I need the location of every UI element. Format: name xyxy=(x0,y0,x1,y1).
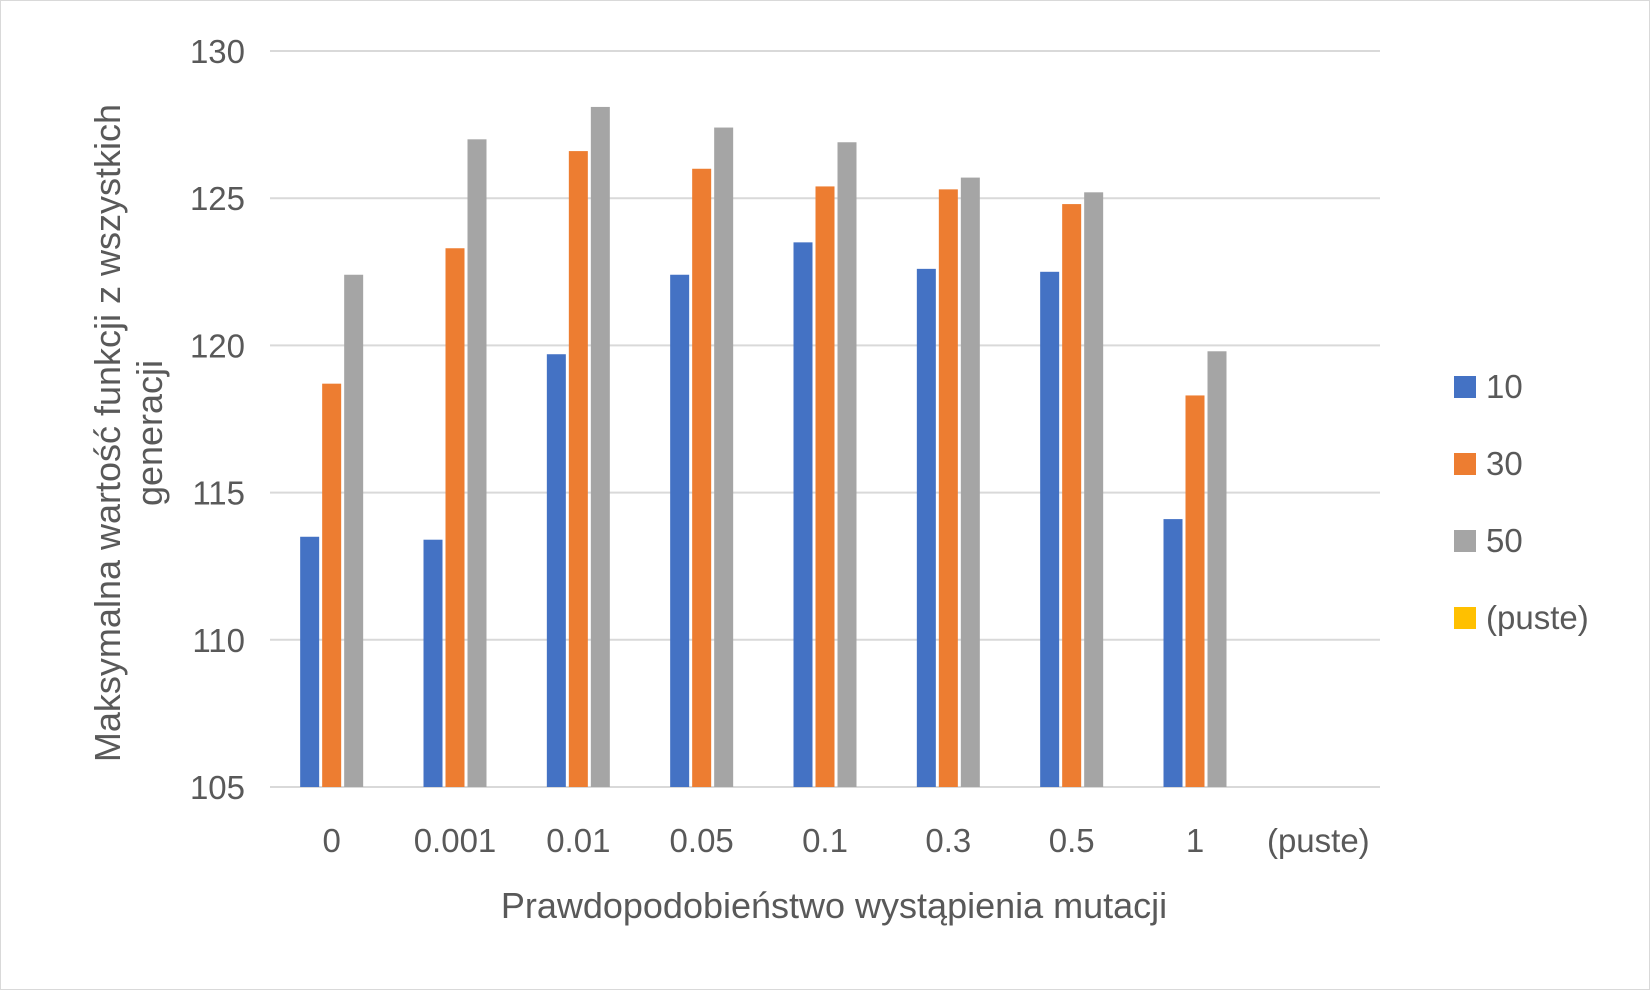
bars xyxy=(300,106,1227,788)
bar-series-10-0.05 xyxy=(670,274,690,787)
legend-label: (puste) xyxy=(1486,599,1589,636)
bar-series-30-0.05 xyxy=(692,168,712,787)
bar-series-30-0.01 xyxy=(568,151,588,787)
bar-series-10-0.1 xyxy=(793,242,813,788)
x-tick-label: 1 xyxy=(1186,822,1204,859)
y-tick-label: 105 xyxy=(190,769,245,806)
bar-series-10-0.01 xyxy=(546,354,566,787)
bar-series-30-0.001 xyxy=(445,248,465,788)
bar-series-50-0.05 xyxy=(714,127,734,787)
legend-label: 30 xyxy=(1486,445,1523,482)
x-axis-ticks: 0 0.001 0.01 0.05 0.1 0.3 0.5 1 (puste) xyxy=(322,822,1369,859)
y-axis-title-group: Maksymalna wartość funkcji z wszystkich … xyxy=(87,104,170,762)
legend-swatch-(puste) xyxy=(1454,607,1476,629)
bar-series-30-0.3 xyxy=(938,189,958,788)
bar-series-50-0.3 xyxy=(960,177,980,788)
bar-series-50-0.1 xyxy=(837,142,857,788)
x-tick-label: (puste) xyxy=(1267,822,1370,859)
bar-series-30-1 xyxy=(1185,395,1205,787)
legend-swatch-30 xyxy=(1454,453,1476,475)
y-tick-label: 115 xyxy=(192,475,245,512)
y-tick-label: 110 xyxy=(192,622,245,659)
y-tick-label: 125 xyxy=(190,180,245,217)
bar-series-10-0.3 xyxy=(916,268,936,788)
bar-series-50-0.01 xyxy=(590,106,610,788)
bar-series-10-1 xyxy=(1163,519,1183,787)
bar-series-50-1 xyxy=(1207,351,1227,787)
bar-series-10-0.001 xyxy=(423,539,443,787)
y-axis-title-line-2: generacji xyxy=(129,360,170,506)
x-tick-label: 0.1 xyxy=(802,822,848,859)
bar-series-50-0.001 xyxy=(467,139,487,787)
y-axis-ticks: 105 110 115 120 125 130 xyxy=(190,33,245,806)
bar-series-30-0 xyxy=(322,383,342,787)
bar-series-50-0 xyxy=(344,274,364,787)
x-axis-title: Prawdopodobieństwo wystąpienia mutacji xyxy=(501,885,1167,926)
y-tick-label: 130 xyxy=(190,33,245,70)
x-tick-label: 0.01 xyxy=(546,822,610,859)
y-axis-title-line-1: Maksymalna wartość funkcji z wszystkich xyxy=(87,104,128,762)
bar-series-10-0 xyxy=(300,536,320,787)
x-tick-label: 0.05 xyxy=(670,822,734,859)
x-tick-label: 0.001 xyxy=(414,822,497,859)
x-tick-label: 0.5 xyxy=(1049,822,1095,859)
legend-label: 10 xyxy=(1486,368,1523,405)
bar-series-30-0.5 xyxy=(1062,204,1082,787)
y-tick-label: 120 xyxy=(190,327,245,364)
bar-series-10-0.5 xyxy=(1040,271,1060,787)
bar-series-50-0.5 xyxy=(1084,192,1104,787)
bar-series-30-0.1 xyxy=(815,186,835,787)
legend-swatch-10 xyxy=(1454,376,1476,398)
x-tick-label: 0.3 xyxy=(925,822,971,859)
legend-swatch-50 xyxy=(1454,530,1476,552)
x-tick-label: 0 xyxy=(322,822,340,859)
legend: 10 30 50 (puste) xyxy=(1454,368,1589,636)
legend-label: 50 xyxy=(1486,522,1523,559)
